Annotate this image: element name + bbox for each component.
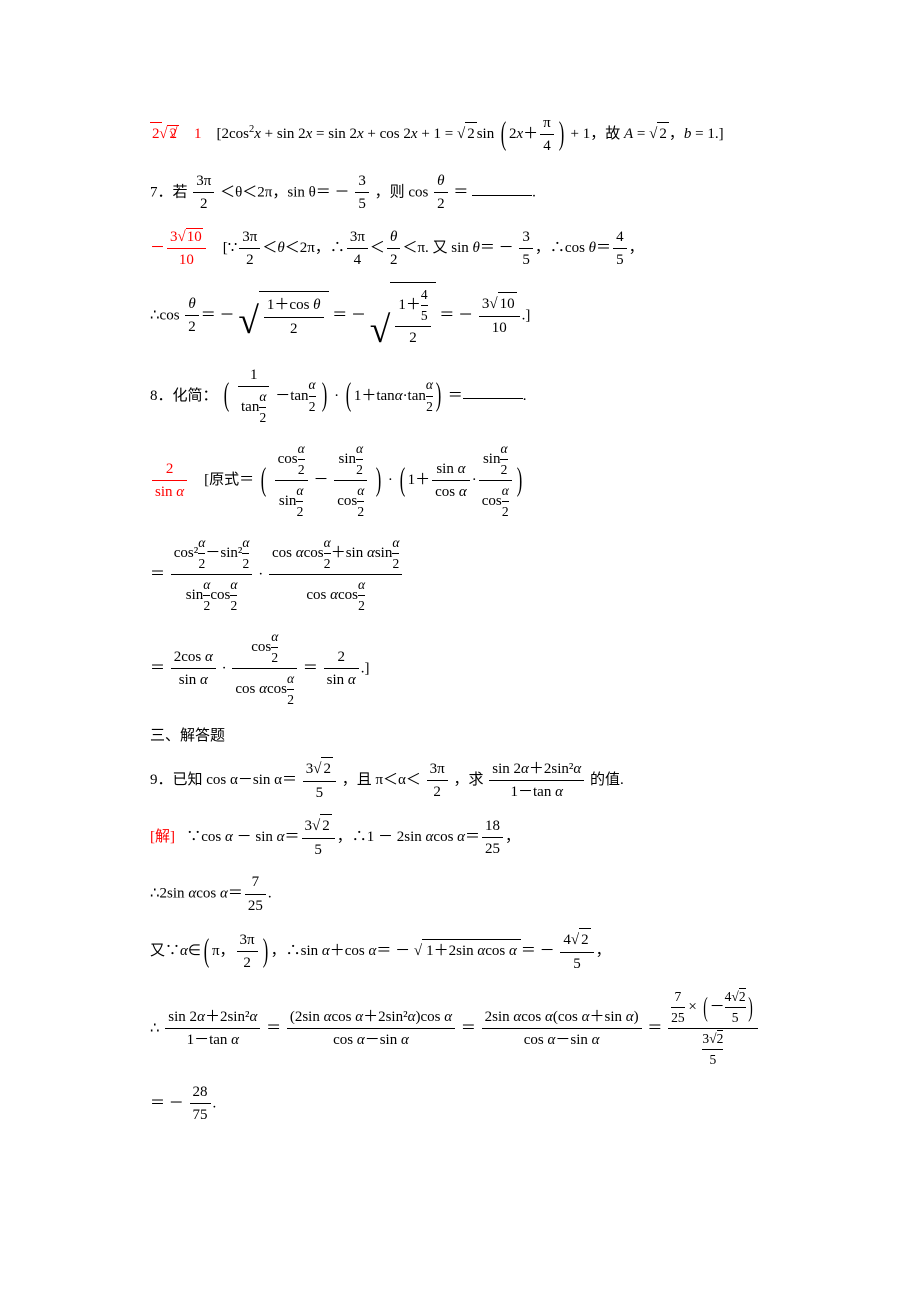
solution-9-start: [解] ∵cos α － sin α＝3√25，∴1 － 2sin αcos α… <box>150 814 820 861</box>
math-worksheet-page: 2 √ √2 1 [2cos2x + sin 2x = sin 2x + cos… <box>0 0 920 1197</box>
answer-6-b: 1 <box>194 126 202 142</box>
blank-8 <box>463 383 523 399</box>
answer-6: 2 √ √2 1 [2cos2x + sin 2x = sin 2x + cos… <box>150 110 820 160</box>
solution-9-s4: ∴ sin 2α＋2sin²α1－tan α ＝ (2sin αcos α＋2s… <box>150 987 820 1071</box>
answer-6-explain: [2cos2x + sin 2x = sin 2x + cos 2x + 1 =… <box>216 126 723 142</box>
section-3-heading: 三、解答题 <box>150 725 820 748</box>
answer-8-value: 2sin α <box>150 472 193 488</box>
solution-label: [解] <box>150 829 175 845</box>
question-8: 8．化简： ( 1tanα2 －tanα2 ) · (1＋tanα·tanα2)… <box>150 364 820 429</box>
answer-6-A-text: √2 <box>159 126 179 142</box>
blank-7 <box>472 180 532 196</box>
solution-9-s3: 又∵α∈(π，3π2)，∴sin α＋cos α＝ － √1＋2sin αcos… <box>150 927 820 977</box>
answer-8-proof-start: [原式＝ ( cosα2sinα2 － sinα2cosα2 ) · (1＋si… <box>204 472 525 488</box>
answer-8-step2: ＝ cos²α2－sin²α2sinα2cosα2 · cos αcosα2＋s… <box>150 533 820 617</box>
answer-8-step3: ＝ 2cos αsin α · cosα2cos αcosα2 ＝ 2sin α… <box>150 627 820 711</box>
answer-7-line2: ∴cos θ2＝ － √1＋cos θ2 ＝ － √1＋452 ＝ － 3√10… <box>150 282 820 350</box>
question-7: 7．若 3π2 ＜θ＜2π，sin θ＝ － 35 ，则 cos θ2 ＝ . <box>150 170 820 216</box>
question-9: 9．已知 cos α－sin α＝ 3√25 ，且 π＜α＜ 3π2 ，求 si… <box>150 757 820 804</box>
answer-8: 2sin α [原式＝ ( cosα2sinα2 － sinα2cosα2 ) … <box>150 439 820 523</box>
solution-9-s2: ∴2sin αcos α＝725. <box>150 871 820 917</box>
answer-7-explain: [∵3π2＜θ＜2π，∴3π4＜θ2＜π. 又 sin θ＝ － 35，∴cos… <box>223 240 644 256</box>
answer-7-value: －3√1010 <box>150 240 212 256</box>
answer-7: －3√1010 [∵3π2＜θ＜2π，∴3π4＜θ2＜π. 又 sin θ＝ －… <box>150 226 820 272</box>
solution-9-final: ＝ － 2875. <box>150 1081 820 1127</box>
